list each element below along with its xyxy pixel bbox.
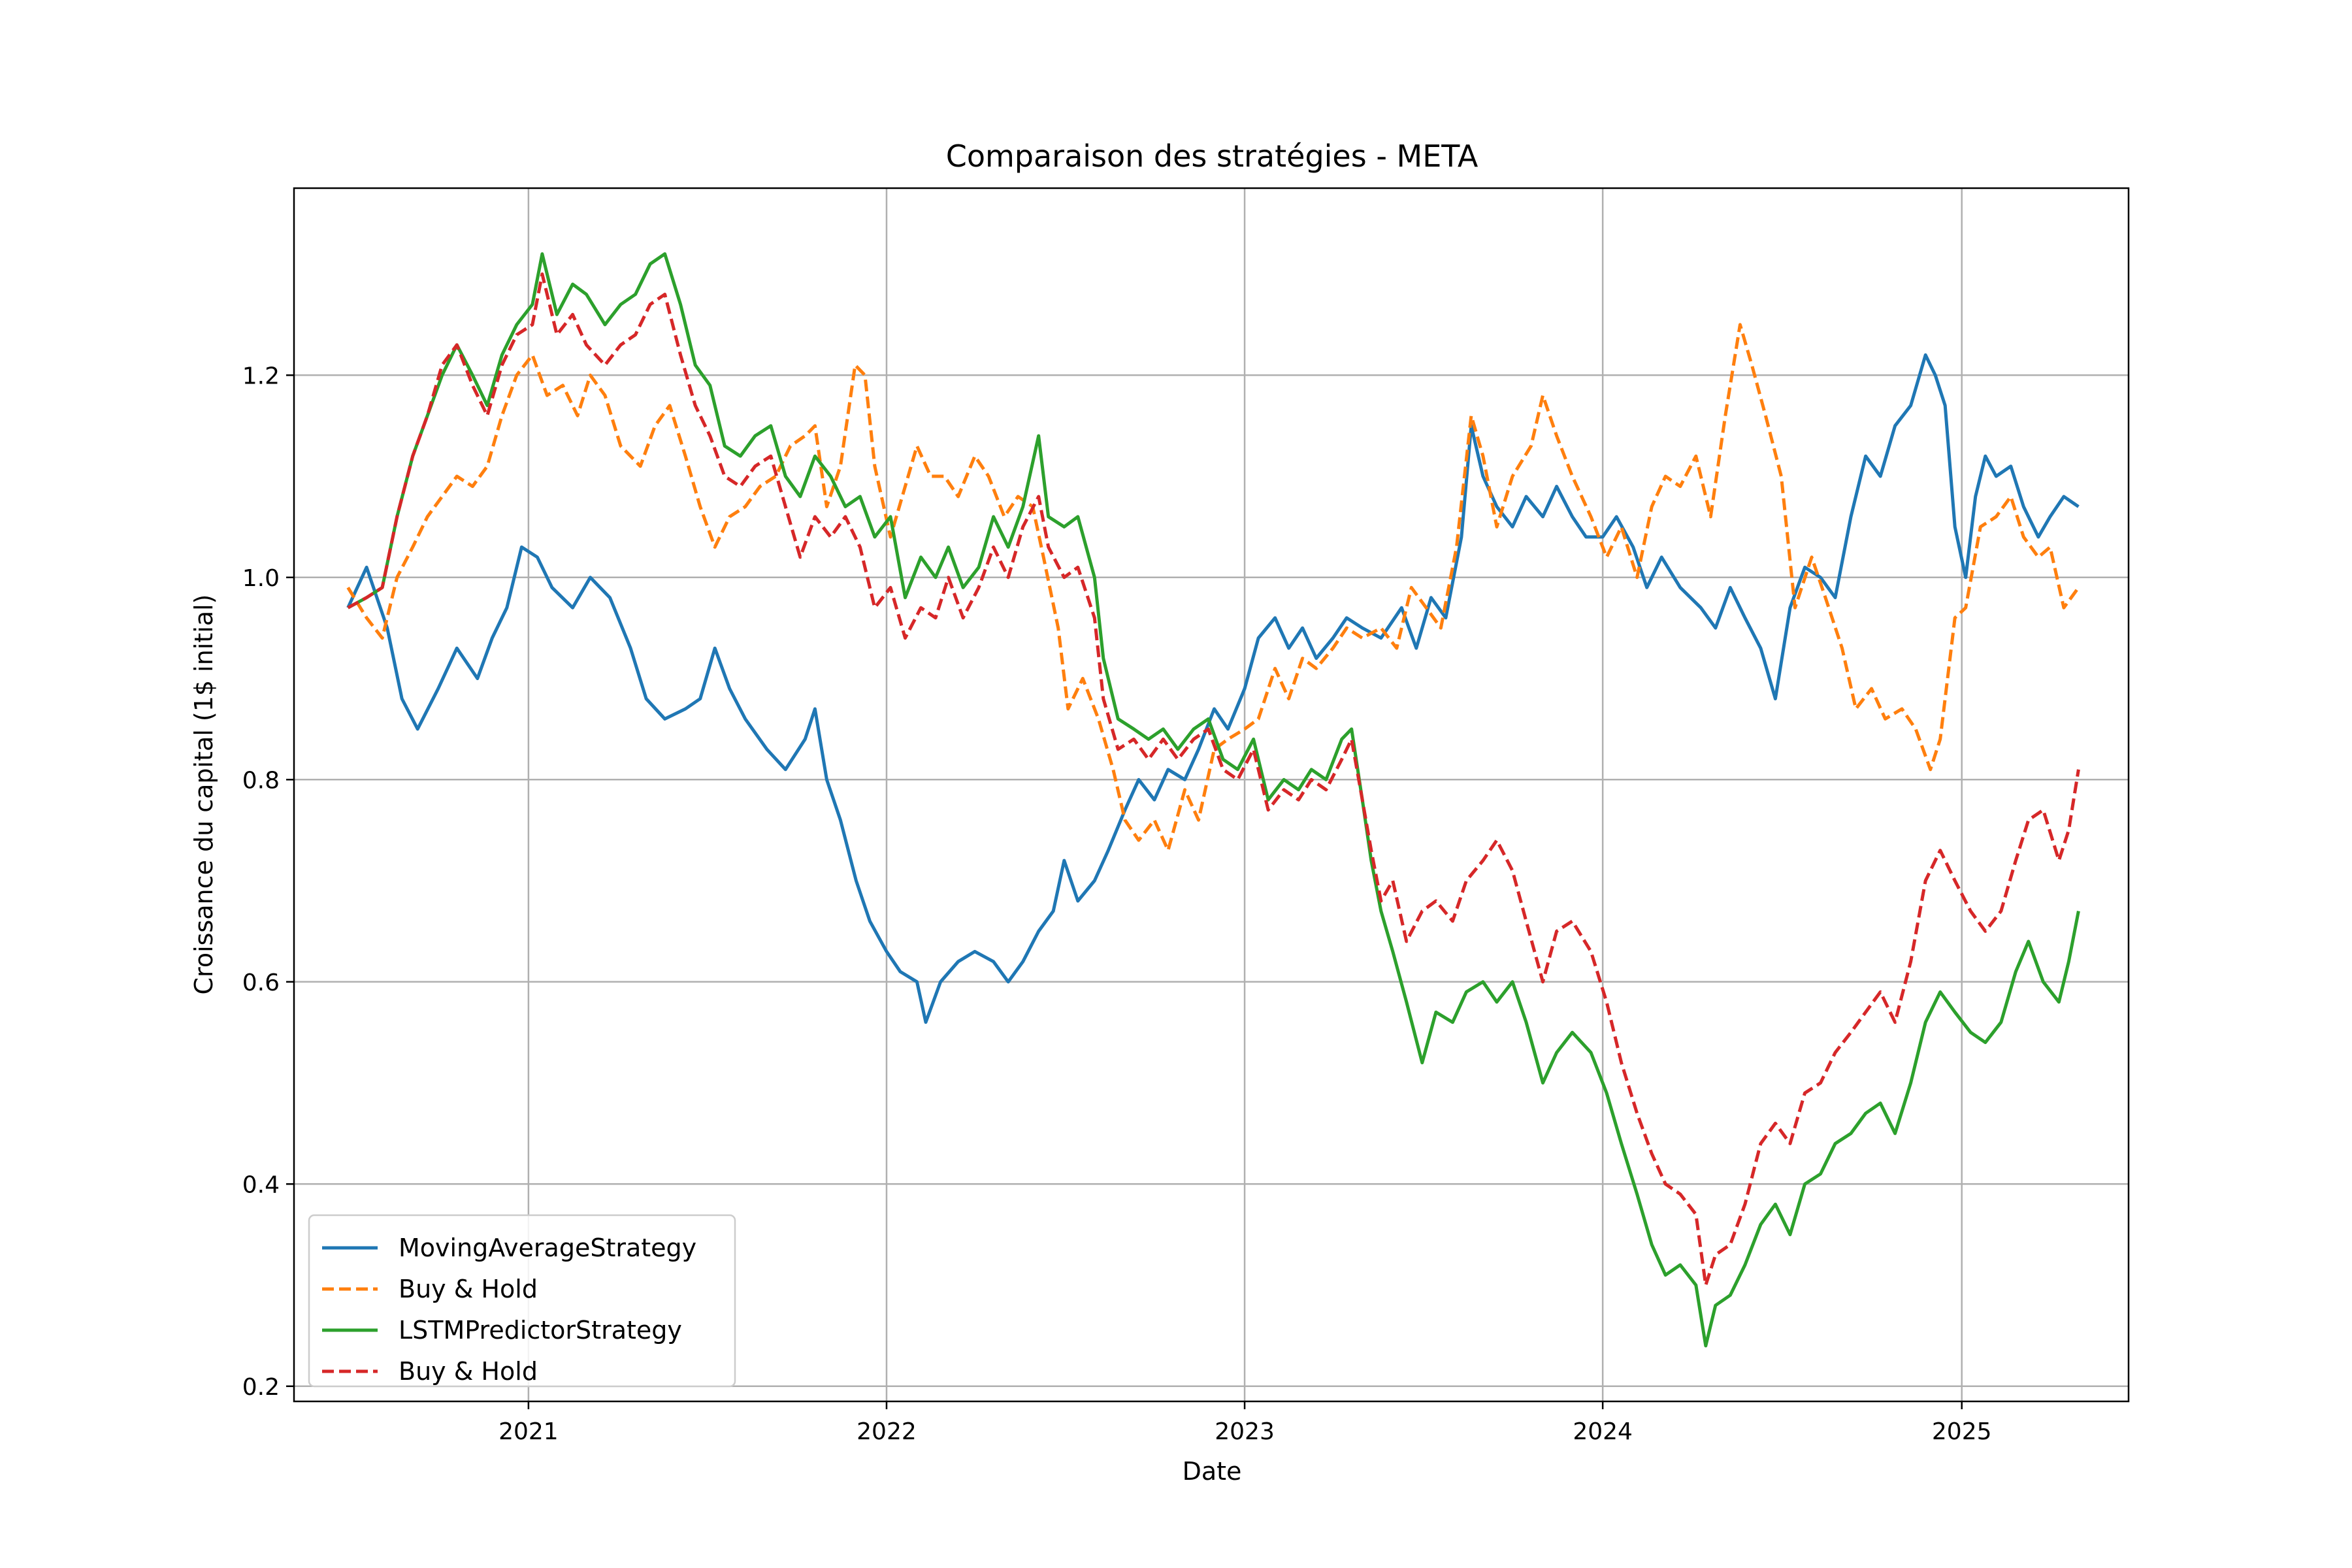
legend-label: LSTMPredictorStrategy (399, 1316, 682, 1345)
y-tick-label: 1.0 (242, 565, 280, 592)
series-layer (346, 252, 2080, 1348)
y-tick-label: 0.8 (242, 767, 280, 794)
x-axis: 2021 2022 2023 2024 2025 (498, 1401, 1992, 1445)
chart-title: Comparaison des stratégies - META (946, 139, 1478, 174)
x-axis-label: Date (1183, 1457, 1242, 1486)
legend-frame (308, 1214, 736, 1388)
x-tick-label: 2025 (1932, 1418, 1992, 1445)
y-tick-label: 0.4 (242, 1171, 280, 1198)
series-line-1 (346, 323, 2080, 853)
series-line-3 (347, 272, 2080, 1287)
y-tick-label: 0.2 (242, 1374, 280, 1401)
grid-layer (294, 188, 2129, 1401)
legend: MovingAverageStrategy Buy & Hold LSTMPredi… (308, 1214, 736, 1388)
y-axis: 0.2 0.4 0.6 0.8 1.0 1.2 (242, 363, 294, 1401)
legend-label: MovingAverageStrategy (399, 1233, 696, 1262)
series-line-0 (346, 353, 2080, 1024)
x-tick-label: 2023 (1215, 1418, 1275, 1445)
x-tick-label: 2021 (498, 1418, 559, 1445)
y-tick-label: 0.6 (242, 970, 280, 996)
y-tick-label: 1.2 (242, 363, 280, 389)
series-line-2 (347, 252, 2080, 1348)
legend-label: Buy & Hold (399, 1275, 538, 1303)
legend-label: Buy & Hold (399, 1357, 538, 1386)
x-tick-label: 2024 (1573, 1418, 1633, 1445)
x-tick-label: 2022 (857, 1418, 917, 1445)
y-axis-label: Croissance du capital (1$ initial) (189, 595, 218, 995)
plot-area-frame (293, 187, 2130, 1403)
